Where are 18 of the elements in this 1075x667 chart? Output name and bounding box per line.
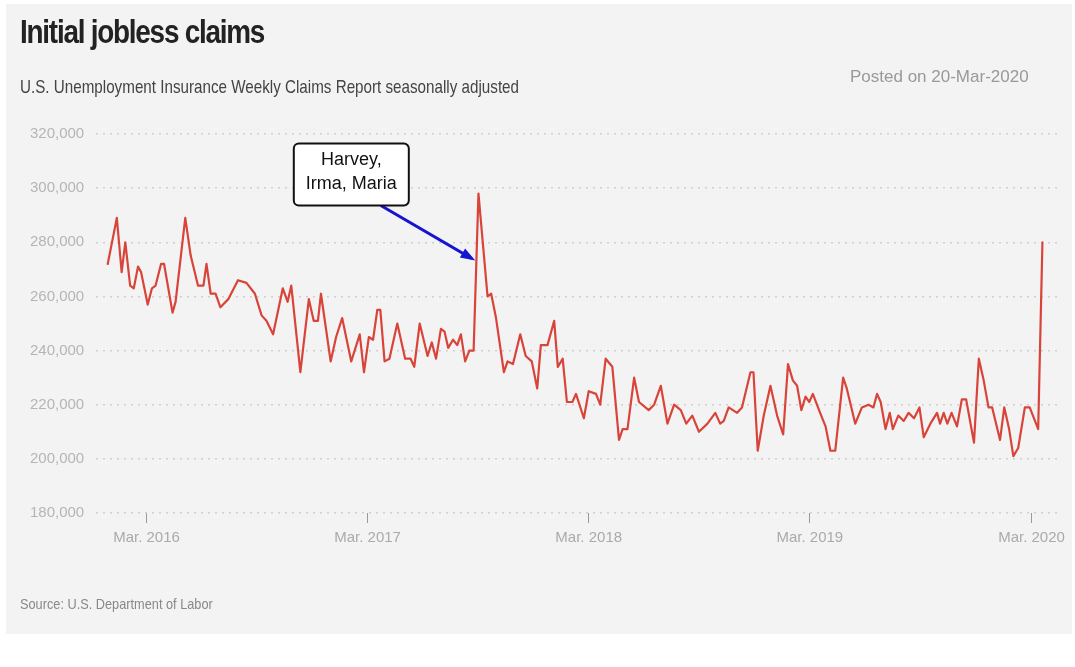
chart-title: Initial jobless claims (20, 12, 265, 51)
x-tick-label: Mar. 2020 (998, 528, 1065, 546)
chart-subtitle: U.S. Unemployment Insurance Weekly Claims Report seasonally adjusted (20, 76, 520, 98)
source-note: Source: U.S. Department of Labor (20, 595, 213, 612)
y-tick-label: 240,000 (29, 340, 85, 358)
y-tick-label: 260,000 (29, 286, 85, 304)
x-tick-label: Mar. 2017 (334, 528, 401, 546)
y-tick-label: 200,000 (29, 449, 85, 466)
y-tick-label: 220,000 (29, 394, 85, 412)
x-tick-label: Mar. 2018 (555, 528, 623, 546)
x-tick-label: Mar. 2016 (113, 528, 180, 546)
y-tick-label: 320,000 (29, 124, 85, 142)
annotation: Harvey, Irma, Maria (305, 149, 398, 194)
y-tick-label: 280,000 (29, 232, 85, 250)
y-tick-label: 180,000 (29, 503, 85, 521)
x-tick-label: Mar. 2019 (776, 528, 844, 546)
y-tick-label: 300,000 (29, 178, 85, 196)
text: Posted on 20-Mar-2020 (850, 66, 1030, 88)
